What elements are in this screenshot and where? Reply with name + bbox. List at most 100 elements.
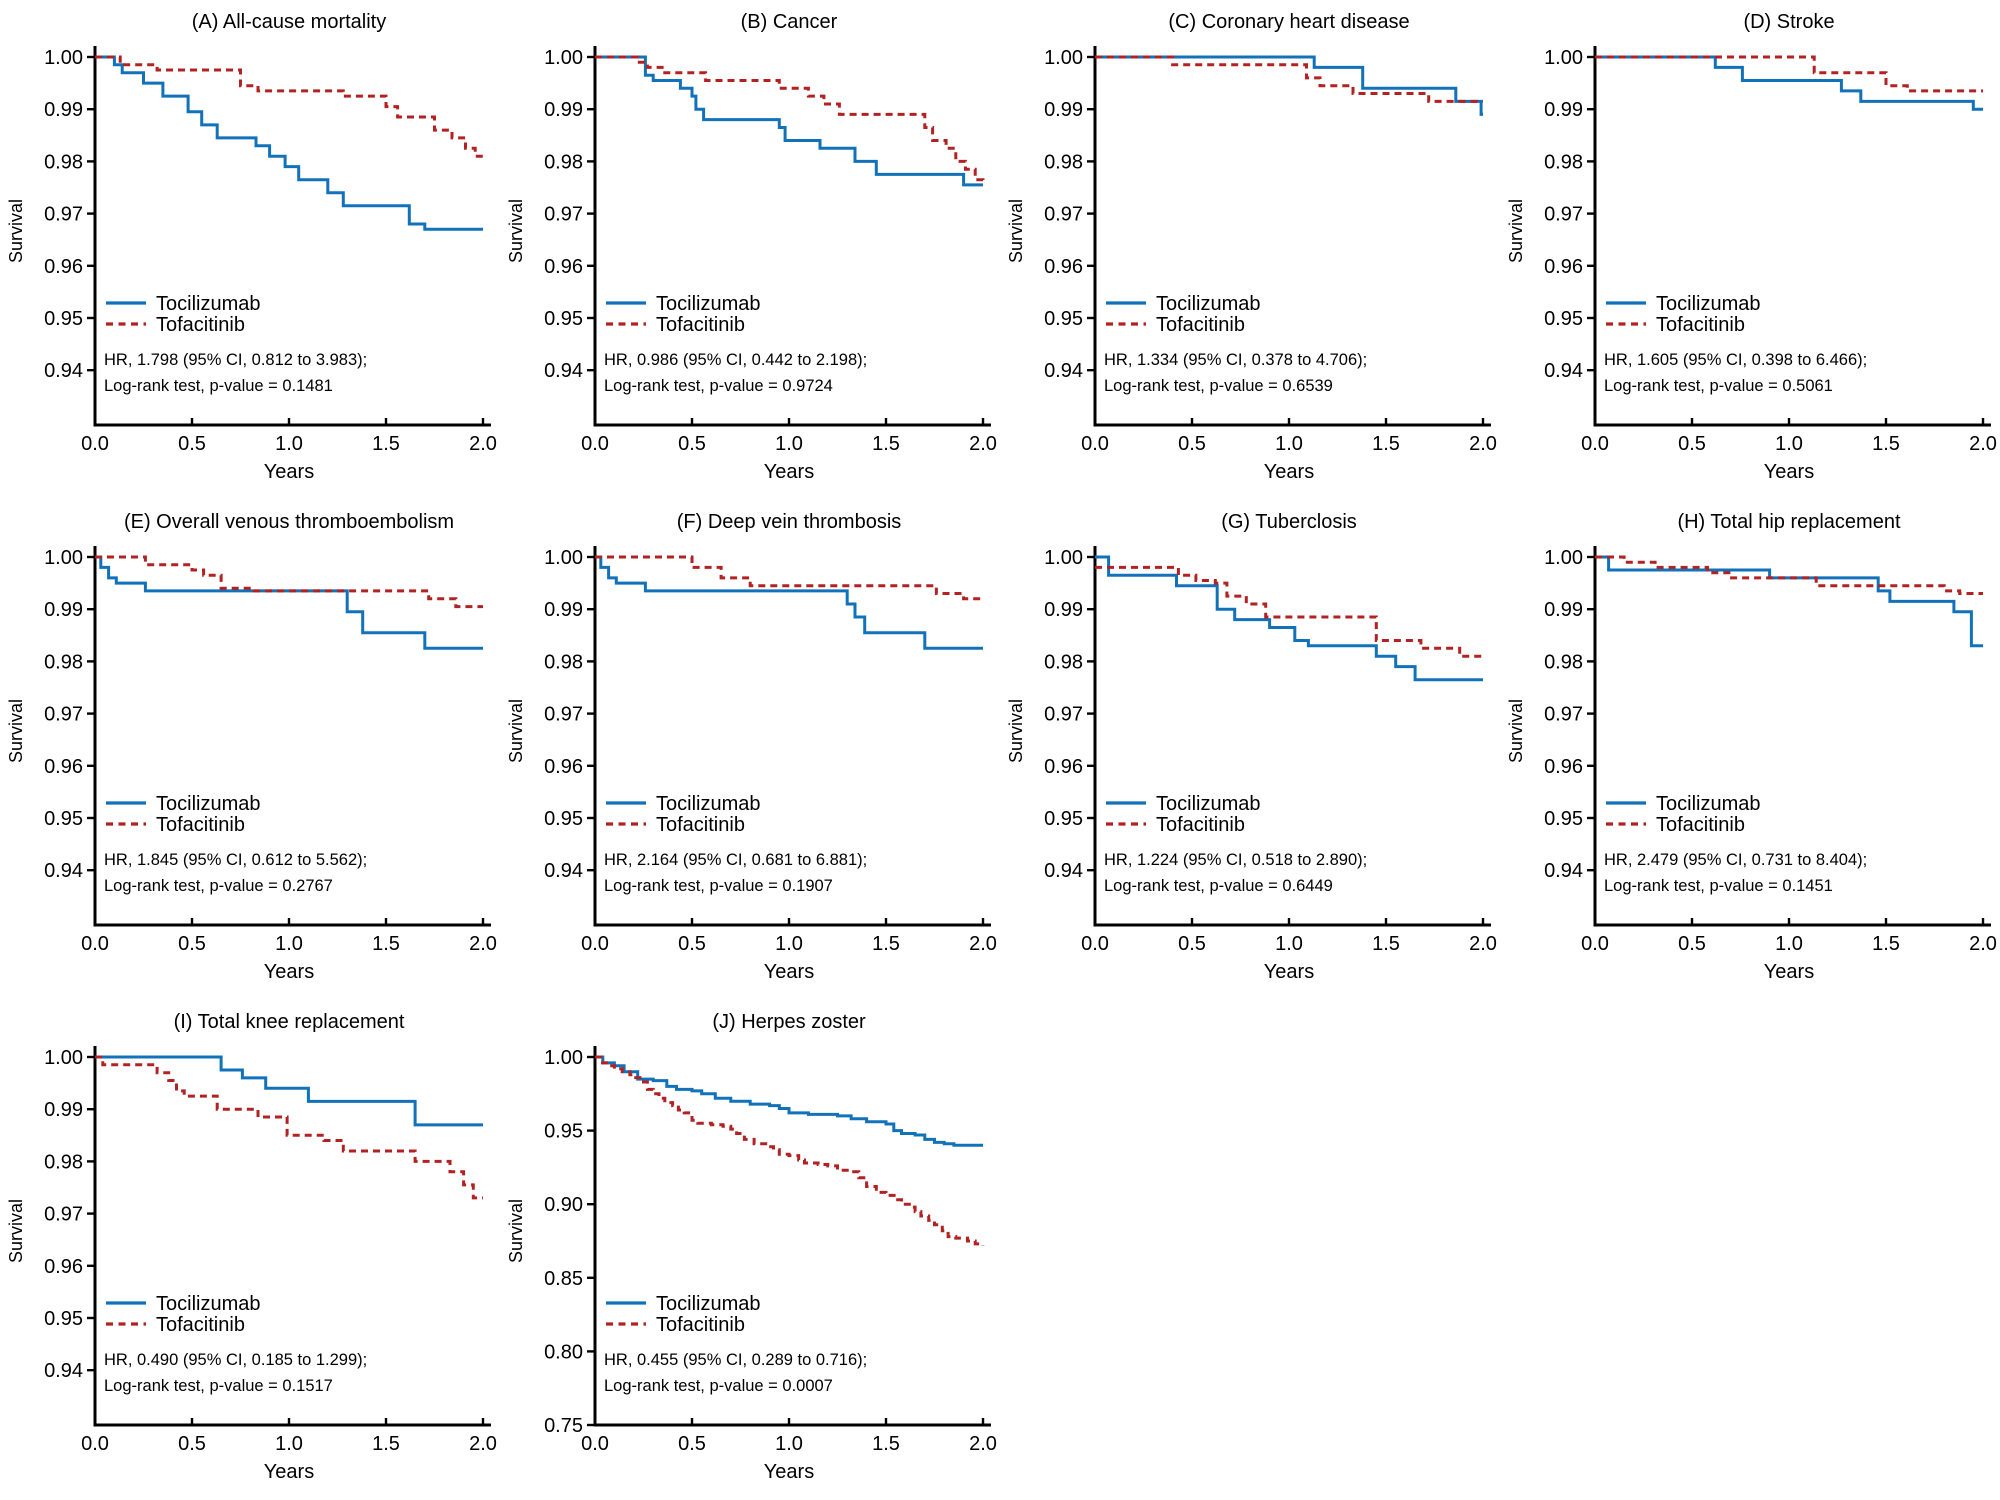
panel-J: (J) Herpes zoster 1.00 0.95 0.90 0.85 0.80 0.7… [506,1011,997,1483]
y-axis-label: Survival [6,1199,26,1263]
y-tick-label: 1.00 [1544,547,1583,569]
y-tick-label: 0.99 [44,1099,83,1121]
x-axis-label: Years [264,961,314,983]
x-tick-label: 1.5 [872,433,900,455]
y-tick-label: 0.95 [544,308,583,330]
legend-tofacitinib-label: Tofacitinib [156,314,245,336]
panel-F: (F) Deep vein thrombosis 1.00 0.99 0.98 0.97… [506,511,997,983]
x-tick-label: 0.5 [678,433,706,455]
y-tick-label: 1.00 [44,1047,83,1069]
y-tick-label: 0.99 [544,99,583,121]
legend-tocilizumab-label: Tocilizumab [656,293,760,315]
y-tick-label: 0.96 [1544,756,1583,778]
x-tick-label: 0.0 [81,1433,109,1455]
y-axis-label: Survival [1506,199,1526,263]
x-tick-label: 2.0 [1469,933,1497,955]
tofacitinib-line [95,1055,483,1200]
y-tick-label: 0.94 [544,860,583,882]
tofacitinib-line [1595,555,1983,595]
x-tick-label: 2.0 [1969,933,1997,955]
y-axis-label: Survival [506,699,526,763]
tocilizumab-line [95,55,483,231]
panel-I: (I) Total knee replacement 1.00 0.99 0.98 0.… [6,1011,497,1483]
logrank-annotation: Log-rank test, p-value = 0.2767 [104,877,333,895]
tofacitinib-line [595,55,985,183]
panel-G: (G) Tuberclosis 1.00 0.99 0.98 0.97 0.96 0.95 0… [1006,511,1497,983]
x-tick-label: 0.5 [1678,933,1706,955]
x-tick-label: 1.0 [775,1433,803,1455]
hr-annotation: HR, 1.798 (95% CI, 0.812 to 3.983); [104,351,367,369]
x-tick-label: 0.0 [581,933,609,955]
x-axis-label: Years [1764,961,1814,983]
x-tick-label: 2.0 [469,1433,497,1455]
y-tick-label: 0.97 [1544,204,1583,226]
logrank-annotation: Log-rank test, p-value = 0.1481 [104,377,333,395]
y-tick-label: 0.96 [544,756,583,778]
y-tick-label: 0.94 [44,360,83,382]
y-axis-label: Survival [6,699,26,763]
hr-annotation: HR, 1.334 (95% CI, 0.378 to 4.706); [1104,351,1367,369]
panel-D: (D) Stroke 1.00 0.99 0.98 0.97 0.96 0.95 0.94 0.… [1506,11,1997,483]
legend-tofacitinib-label: Tofacitinib [156,814,245,836]
y-tick-label: 0.99 [44,599,83,621]
x-tick-label: 1.0 [275,933,303,955]
y-tick-label: 0.98 [1544,151,1583,173]
x-tick-label: 0.5 [178,433,206,455]
legend-tocilizumab-label: Tocilizumab [656,793,760,815]
y-tick-label: 1.00 [1044,47,1083,69]
x-axis-label: Years [764,1461,814,1483]
y-tick-label: 0.98 [544,651,583,673]
y-tick-label: 0.95 [1544,308,1583,330]
x-axis-label: Years [1264,961,1314,983]
legend-tofacitinib-label: Tofacitinib [656,1314,745,1336]
x-tick-label: 1.0 [1775,433,1803,455]
y-tick-label: 0.94 [1044,860,1083,882]
x-tick-label: 0.0 [1581,933,1609,955]
tocilizumab-line [595,555,983,650]
hr-annotation: HR, 1.224 (95% CI, 0.518 to 2.890); [1104,851,1367,869]
x-tick-label: 1.5 [372,433,400,455]
panel-C: (C) Coronary heart disease 1.00 0.99 0.98 0.… [1006,11,1497,483]
tofacitinib-line [1595,55,1983,93]
panel-E: (E) Overall venous thromboembolism 1.00 0.… [6,511,497,983]
x-tick-label: 1.0 [1275,933,1303,955]
legend-tofacitinib-label: Tofacitinib [656,814,745,836]
x-tick-label: 2.0 [969,433,997,455]
x-tick-label: 0.5 [178,1433,206,1455]
hr-annotation: HR, 1.605 (95% CI, 0.398 to 6.466); [1604,351,1867,369]
y-tick-label: 0.96 [44,256,83,278]
x-axis-label: Years [264,461,314,483]
panel-title: (J) Herpes zoster [712,1011,866,1033]
x-axis-label: Years [264,1461,314,1483]
hr-annotation: HR, 0.455 (95% CI, 0.289 to 0.716); [604,1351,867,1369]
x-tick-label: 0.0 [1581,433,1609,455]
y-tick-label: 0.90 [544,1194,583,1216]
x-tick-label: 2.0 [469,433,497,455]
legend-tofacitinib-label: Tofacitinib [156,1314,245,1336]
panel-title: (A) All-cause mortality [192,11,387,33]
hr-annotation: HR, 0.490 (95% CI, 0.185 to 1.299); [104,1351,367,1369]
legend-tofacitinib-label: Tofacitinib [1156,814,1245,836]
x-tick-label: 0.0 [581,1433,609,1455]
y-tick-label: 0.94 [1544,360,1583,382]
y-tick-label: 0.94 [44,860,83,882]
x-tick-label: 1.0 [775,433,803,455]
y-tick-label: 0.99 [544,599,583,621]
y-tick-label: 0.97 [44,704,83,726]
tocilizumab-line [95,1055,483,1127]
y-tick-label: 0.96 [1044,756,1083,778]
panel-title: (D) Stroke [1743,11,1834,33]
logrank-annotation: Log-rank test, p-value = 0.0007 [604,1377,833,1395]
x-tick-label: 1.5 [872,1433,900,1455]
x-tick-label: 1.5 [1872,433,1900,455]
y-tick-label: 1.00 [1044,547,1083,569]
y-tick-label: 0.95 [1044,308,1083,330]
y-tick-label: 0.98 [1544,651,1583,673]
x-axis-label: Years [764,961,814,983]
